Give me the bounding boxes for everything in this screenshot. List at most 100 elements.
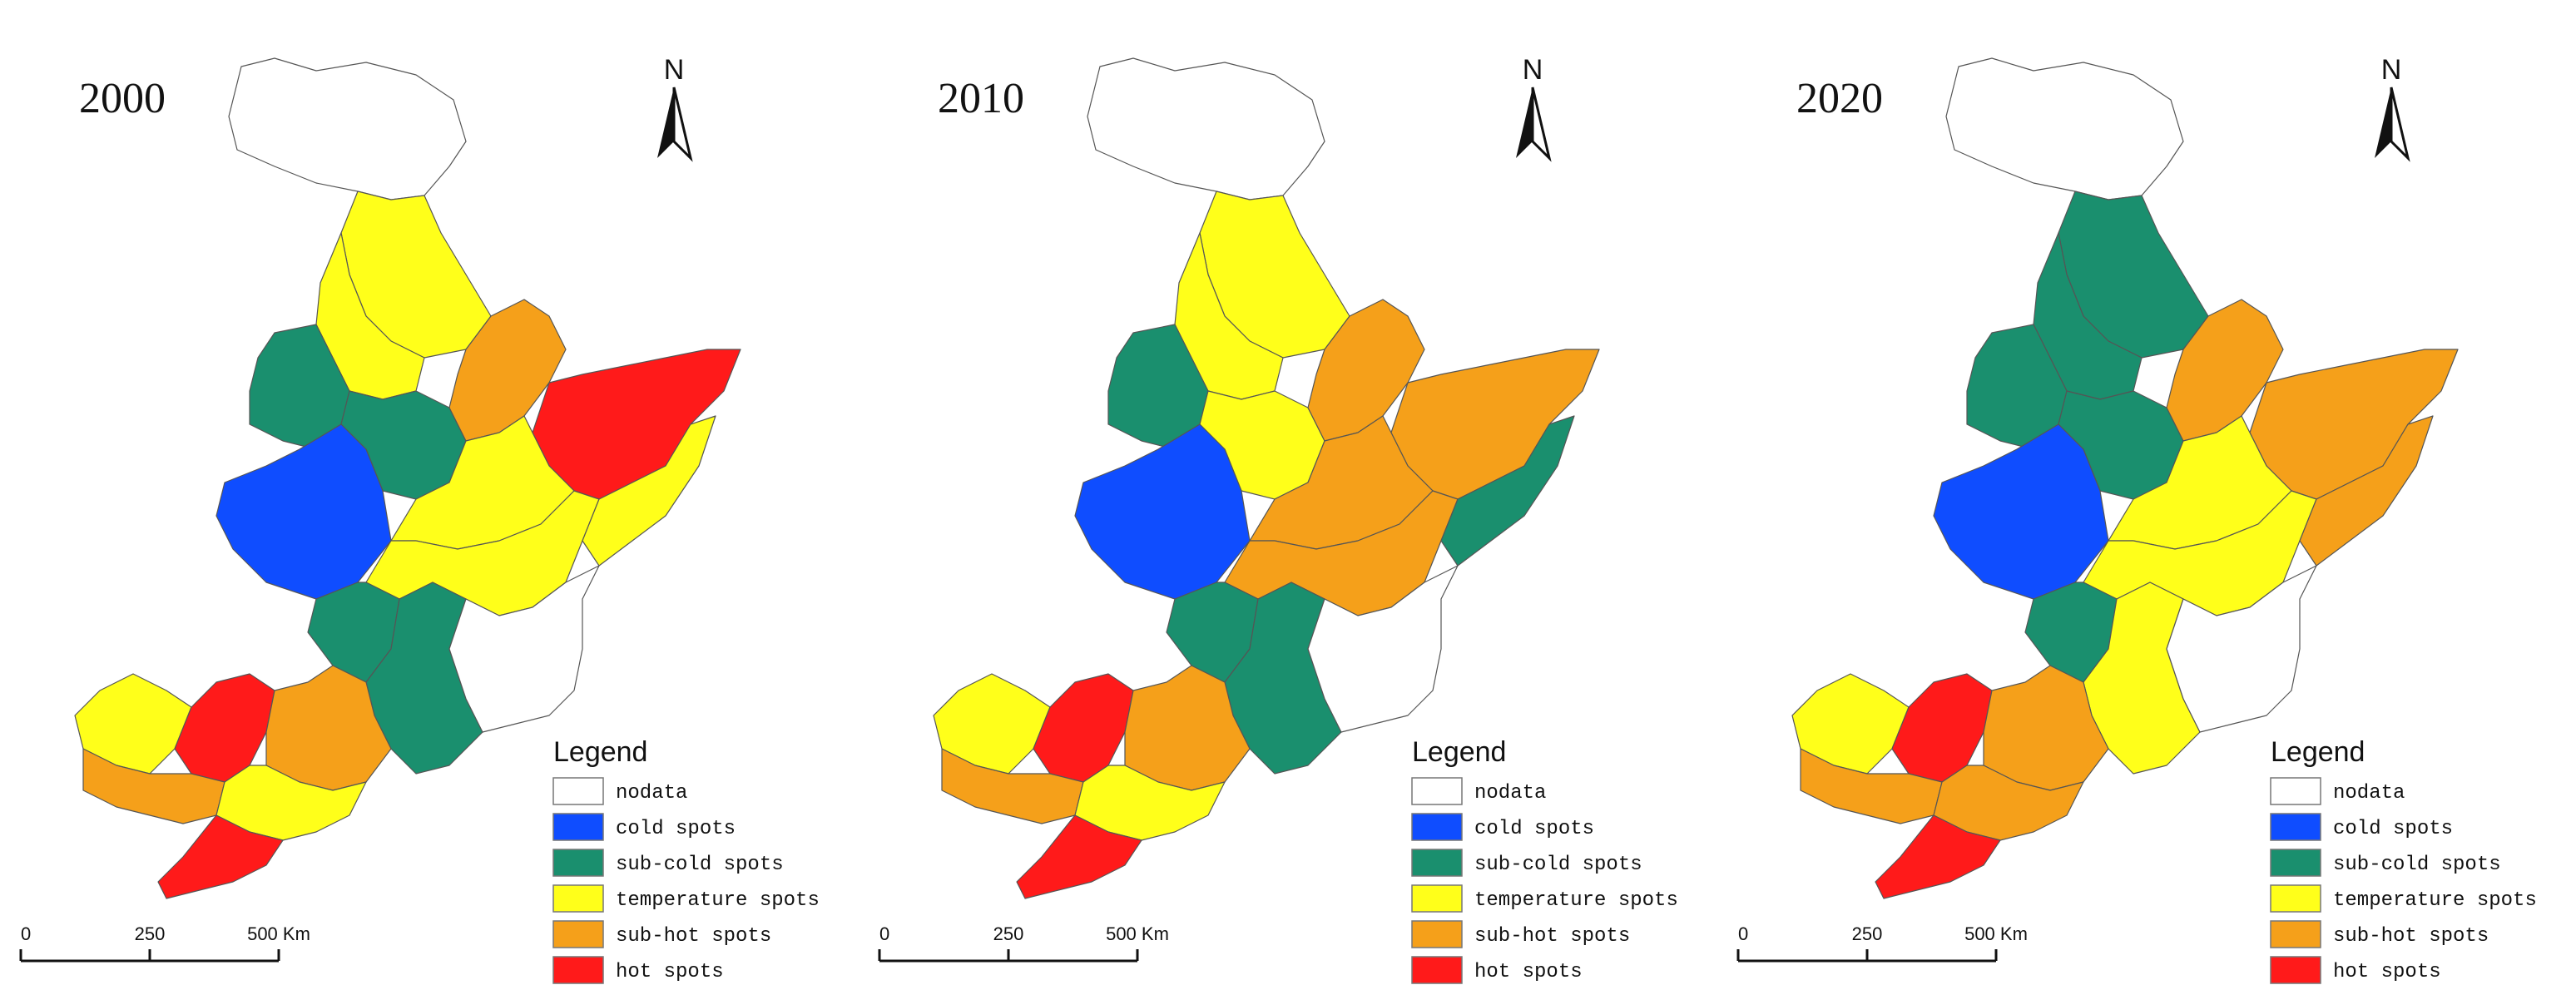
map-year-label: 2010	[938, 75, 1024, 122]
region-sw2	[1891, 673, 1993, 783]
region-north_top	[1087, 57, 1325, 200]
region-sw1	[933, 673, 1051, 775]
region-west	[215, 423, 392, 600]
map-regions	[1791, 57, 2459, 899]
legend-label-nodata: nodata	[1474, 782, 1546, 804]
region-north_top	[228, 57, 467, 200]
legend-label-nodata: nodata	[616, 782, 687, 804]
legend-label-nodata: nodata	[2333, 782, 2405, 804]
region-sw2	[174, 673, 275, 783]
region-east	[1440, 415, 1575, 567]
north-arrow-left	[2375, 87, 2391, 158]
legend-swatch-hot	[1411, 956, 1463, 984]
legend-swatch-nodata	[2270, 777, 2321, 805]
region-sw2	[1033, 673, 1134, 783]
region-north_top	[1945, 57, 2184, 200]
north-arrow: N	[1516, 54, 1552, 162]
legend-label-cold: cold spots	[1474, 818, 1594, 840]
scalebar: 0 250 500 Km	[1736, 923, 2028, 963]
region-se	[448, 565, 600, 733]
north-arrow-right	[1531, 87, 1552, 162]
region-se	[2166, 565, 2317, 733]
region-sw3	[1983, 665, 2109, 791]
legend-label-cold: cold spots	[616, 818, 736, 840]
legend-swatch-subcold	[1411, 849, 1463, 877]
scalebar-tick-label: 0	[1738, 923, 1748, 944]
legend-label-hot: hot spots	[616, 961, 724, 983]
map-year-label: 2020	[1796, 75, 1883, 122]
legend-swatch-subhot	[552, 920, 604, 948]
legend-swatch-cold	[552, 813, 604, 841]
legend-label-hot: hot spots	[1474, 961, 1583, 983]
region-east	[582, 415, 716, 567]
map-regions	[933, 57, 1600, 899]
legend-label-subhot: sub-hot spots	[2333, 925, 2489, 948]
scalebar-tick-label: 250	[1852, 923, 1883, 944]
legend-swatch-subhot	[1411, 920, 1463, 948]
region-pen	[1016, 814, 1142, 899]
legend-title: Legend	[1412, 736, 1506, 768]
legend-label-subhot: sub-hot spots	[616, 925, 771, 948]
map-year-label: 2000	[79, 75, 166, 122]
legend-label-subcold: sub-cold spots	[2333, 854, 2501, 876]
scalebar-tick-label: 500 Km	[247, 923, 310, 944]
legend-swatch-subhot	[2270, 920, 2321, 948]
region-sw3	[265, 665, 392, 791]
legend-swatch-hot	[2270, 956, 2321, 984]
scalebar-tick-label: 500 Km	[1106, 923, 1169, 944]
north-label: N	[2381, 54, 2402, 86]
north-label: N	[1523, 54, 1543, 86]
region-east	[2299, 415, 2434, 567]
region-west	[1933, 423, 2109, 600]
scalebar-tick-label: 0	[879, 923, 889, 944]
map-regions	[74, 57, 741, 899]
legend-swatch-nodata	[1411, 777, 1463, 805]
legend-label-temperate: temperature spots	[1474, 889, 1678, 912]
legend-swatch-temperate	[1411, 884, 1463, 913]
region-ne1	[1307, 299, 1425, 442]
region-west	[1074, 423, 1251, 600]
legend-swatch-hot	[552, 956, 604, 984]
legend-swatch-subcold	[552, 849, 604, 877]
north-arrow-right	[672, 87, 693, 162]
map-panel-1: 2000 N Legend nodata cold spots sub-cold spot…	[19, 54, 820, 984]
region-pen	[157, 814, 284, 899]
region-se	[1307, 565, 1459, 733]
north-arrow: N	[657, 54, 693, 162]
scalebar: 0 250 500 Km	[878, 923, 1169, 963]
map-panel-2: 2010 N Legend nodata cold spots sub-cold spot…	[878, 54, 1678, 984]
legend-label-temperate: temperature spots	[616, 889, 820, 912]
legend-swatch-cold	[1411, 813, 1463, 841]
scalebar: 0 250 500 Km	[19, 923, 310, 963]
legend-swatch-cold	[2270, 813, 2321, 841]
legend-label-cold: cold spots	[2333, 818, 2453, 840]
legend: Legend nodata cold spots sub-cold spots temp…	[552, 736, 820, 984]
legend: Legend nodata cold spots sub-cold spots temp…	[1411, 736, 1678, 984]
legend-swatch-temperate	[552, 884, 604, 913]
region-ne1	[448, 299, 567, 442]
north-arrow: N	[2375, 54, 2410, 162]
legend-title: Legend	[2271, 736, 2365, 768]
north-arrow-right	[2390, 87, 2410, 162]
region-pen	[1875, 814, 2001, 899]
map-panel-3: 2020 N Legend nodata cold spots sub-cold spot…	[1736, 54, 2537, 984]
region-sw1	[74, 673, 192, 775]
region-ne1	[2166, 299, 2284, 442]
legend-title: Legend	[553, 736, 647, 768]
north-arrow-left	[657, 87, 674, 158]
scalebar-tick-label: 250	[135, 923, 166, 944]
legend-label-hot: hot spots	[2333, 961, 2441, 983]
region-sw1	[1791, 673, 1910, 775]
legend-label-temperate: temperature spots	[2333, 889, 2537, 912]
legend-label-subcold: sub-cold spots	[1474, 854, 1642, 876]
scalebar-tick-label: 500 Km	[1964, 923, 2028, 944]
north-arrow-left	[1516, 87, 1533, 158]
legend-swatch-subcold	[2270, 849, 2321, 877]
region-sw3	[1124, 665, 1251, 791]
legend: Legend nodata cold spots sub-cold spots temp…	[2270, 736, 2537, 984]
legend-label-subcold: sub-cold spots	[616, 854, 784, 876]
legend-swatch-temperate	[2270, 884, 2321, 913]
scalebar-tick-label: 250	[993, 923, 1024, 944]
legend-swatch-nodata	[552, 777, 604, 805]
